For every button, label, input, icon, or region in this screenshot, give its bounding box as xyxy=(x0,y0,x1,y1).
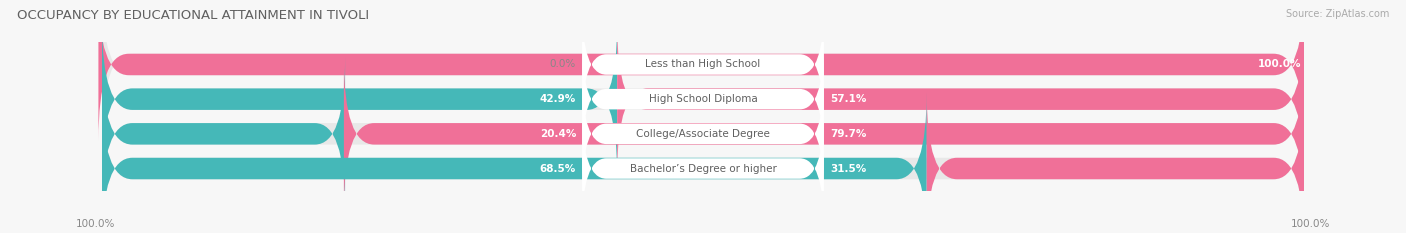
FancyBboxPatch shape xyxy=(103,93,1303,233)
FancyBboxPatch shape xyxy=(103,58,344,210)
FancyBboxPatch shape xyxy=(582,5,824,124)
FancyBboxPatch shape xyxy=(103,93,927,233)
Text: 100.0%: 100.0% xyxy=(76,219,115,229)
Text: OCCUPANCY BY EDUCATIONAL ATTAINMENT IN TIVOLI: OCCUPANCY BY EDUCATIONAL ATTAINMENT IN T… xyxy=(17,9,368,22)
Text: 79.7%: 79.7% xyxy=(830,129,866,139)
FancyBboxPatch shape xyxy=(582,40,824,158)
Text: College/Associate Degree: College/Associate Degree xyxy=(636,129,770,139)
FancyBboxPatch shape xyxy=(103,58,1303,210)
FancyBboxPatch shape xyxy=(98,0,1303,140)
FancyBboxPatch shape xyxy=(344,58,1303,210)
Text: High School Diploma: High School Diploma xyxy=(648,94,758,104)
Text: 100.0%: 100.0% xyxy=(1258,59,1302,69)
Text: 20.4%: 20.4% xyxy=(540,129,576,139)
Text: 68.5%: 68.5% xyxy=(540,164,576,174)
FancyBboxPatch shape xyxy=(582,109,824,228)
Text: Source: ZipAtlas.com: Source: ZipAtlas.com xyxy=(1285,9,1389,19)
Text: 100.0%: 100.0% xyxy=(1291,219,1330,229)
FancyBboxPatch shape xyxy=(927,93,1303,233)
FancyBboxPatch shape xyxy=(103,23,1303,175)
Text: 0.0%: 0.0% xyxy=(550,59,576,69)
Text: 57.1%: 57.1% xyxy=(830,94,866,104)
Text: Bachelor’s Degree or higher: Bachelor’s Degree or higher xyxy=(630,164,776,174)
Text: 42.9%: 42.9% xyxy=(540,94,576,104)
Text: 31.5%: 31.5% xyxy=(830,164,866,174)
FancyBboxPatch shape xyxy=(582,75,824,193)
Text: Less than High School: Less than High School xyxy=(645,59,761,69)
FancyBboxPatch shape xyxy=(103,0,1303,140)
FancyBboxPatch shape xyxy=(103,23,617,175)
FancyBboxPatch shape xyxy=(617,23,1303,175)
